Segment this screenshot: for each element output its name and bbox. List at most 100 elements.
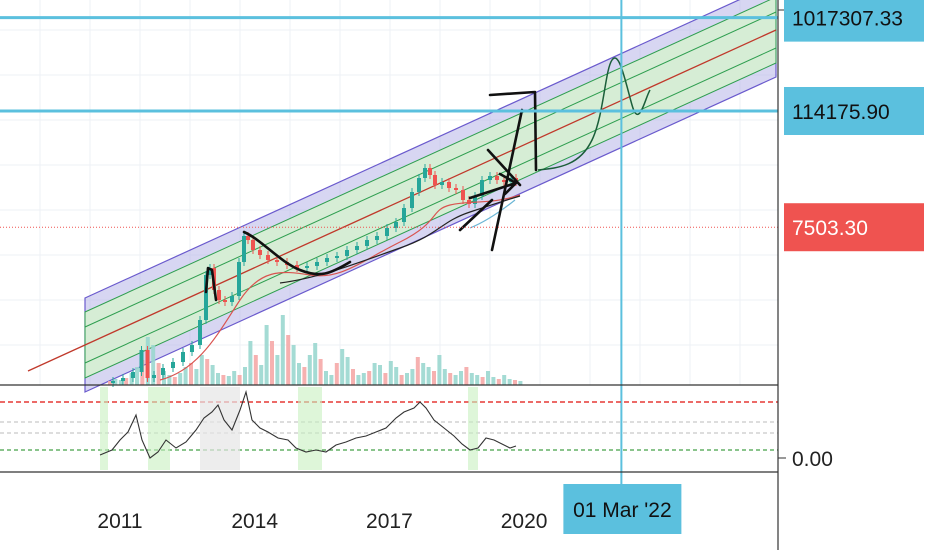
volume-bar <box>399 375 404 385</box>
volume-bar <box>113 379 118 385</box>
volume-bar <box>432 371 436 385</box>
y-label-box <box>784 203 924 252</box>
volume-bar <box>151 345 156 385</box>
volume-bar <box>199 355 204 385</box>
candle-body <box>502 180 506 182</box>
candle-body <box>111 381 115 383</box>
volume-bar <box>313 343 318 385</box>
volume-bar <box>329 375 334 385</box>
volume-bar <box>453 375 458 385</box>
volume-bar <box>356 375 361 385</box>
horizontal-levels <box>0 0 778 490</box>
volume-bar <box>140 360 145 385</box>
volume-bar <box>502 375 507 385</box>
candle-body <box>217 290 221 300</box>
volume-bar <box>232 371 237 385</box>
volume-bar <box>280 315 285 385</box>
candle-body <box>208 268 212 275</box>
candle-body <box>447 182 451 188</box>
volume-bar <box>469 373 474 385</box>
volume-bar <box>124 378 129 385</box>
indicator-zone-green <box>148 387 170 470</box>
drawing-stroke <box>204 266 218 302</box>
volume-bar <box>286 335 291 385</box>
volume-bar <box>129 373 134 385</box>
volume-bar <box>334 363 339 385</box>
indicator-zone-green <box>100 387 108 470</box>
candle-body <box>345 250 349 256</box>
candle-body <box>410 192 414 208</box>
volume-bar <box>248 341 253 385</box>
candle-body <box>131 372 135 378</box>
y-label-box <box>784 0 924 42</box>
volume-bar <box>216 373 220 385</box>
candle-body <box>258 250 262 255</box>
candle-body <box>223 300 227 302</box>
volume-bar <box>108 381 112 385</box>
channel-inner-band <box>84 0 777 379</box>
candle-body <box>454 188 458 190</box>
candle-body <box>237 262 241 296</box>
volume-bar <box>259 365 264 385</box>
volume-bar <box>291 345 296 385</box>
volume-bar <box>351 369 355 385</box>
volume-bar <box>324 371 328 385</box>
volume-bar <box>297 363 301 385</box>
x-axis-label: 2014 <box>231 510 278 533</box>
candle-body <box>305 266 309 268</box>
volume-bar <box>275 355 280 385</box>
volume-bar <box>189 363 193 385</box>
volume-bar <box>253 355 258 385</box>
indicator-zone-grey <box>200 387 240 470</box>
volume-bar <box>156 363 161 385</box>
candle-body <box>488 176 492 180</box>
candle-body <box>171 362 175 368</box>
candle-body <box>375 236 379 240</box>
volume-bar <box>264 325 269 385</box>
candle-body <box>121 378 125 381</box>
candle-body <box>461 190 465 200</box>
indicator-zero-label: 0.00 <box>792 448 833 471</box>
volume-bar <box>270 341 274 385</box>
volume-bar <box>475 375 480 385</box>
candle-body <box>246 236 250 240</box>
volume-bar <box>340 349 345 385</box>
moving-average-blue <box>469 199 516 229</box>
volume-bar <box>378 365 382 385</box>
volume-bar <box>372 363 377 385</box>
drawing-arrowhead <box>468 172 518 200</box>
candle-body <box>428 168 432 175</box>
channel-median-line <box>27 29 777 372</box>
candle-body <box>139 350 144 372</box>
candle-body <box>161 368 165 375</box>
volume-bar <box>388 361 393 385</box>
volume-bar <box>194 369 199 385</box>
volume-bar <box>226 376 231 385</box>
volume-bar <box>367 371 372 385</box>
indicator-zone-green <box>468 387 478 470</box>
candle-body <box>433 175 437 185</box>
volume-bar <box>178 373 183 385</box>
candle-body <box>440 182 444 185</box>
indicator-pane <box>0 384 778 473</box>
x-axis-label: 2020 <box>501 510 548 533</box>
crosshair-date-label: 01 Mar '22 <box>573 499 672 522</box>
candle-body <box>335 256 339 258</box>
candle-body <box>181 352 185 362</box>
volume-bar <box>345 357 350 385</box>
candle-body <box>251 240 255 250</box>
crosshair-date-box <box>563 484 682 534</box>
volume-bar <box>513 380 517 385</box>
volume-bar <box>410 369 415 385</box>
volume-bar <box>183 367 188 385</box>
volume-bar <box>437 355 442 385</box>
candle-body <box>295 265 299 268</box>
volume-bar <box>135 367 139 385</box>
volume-bar <box>210 365 215 385</box>
volume-bar <box>491 377 496 385</box>
volume-bar <box>448 373 453 385</box>
volume-bar <box>426 367 431 385</box>
candle-body <box>204 275 208 320</box>
volume-bar <box>480 377 485 385</box>
volume-bar <box>415 357 420 385</box>
